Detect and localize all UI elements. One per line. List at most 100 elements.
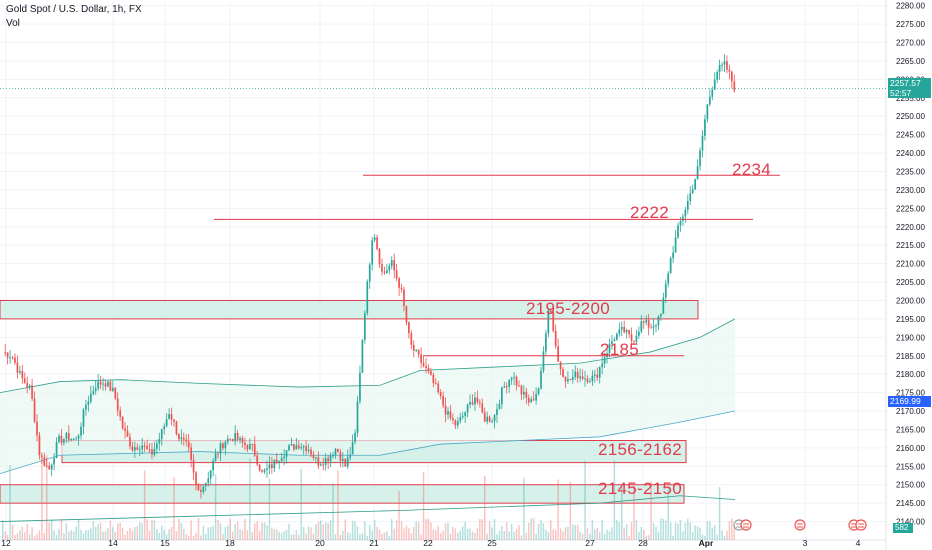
candle-body-188 bbox=[461, 415, 464, 418]
candle-body-137 bbox=[337, 448, 339, 453]
candle-body-219 bbox=[537, 388, 540, 395]
volume-bar-120 bbox=[295, 530, 298, 540]
candle-body-129 bbox=[317, 457, 320, 466]
volume-bar-103 bbox=[254, 523, 256, 540]
candle-body-48 bbox=[119, 410, 122, 417]
candle-body-20 bbox=[50, 464, 53, 470]
candle-body-249 bbox=[611, 341, 613, 344]
volume-bar-159 bbox=[391, 518, 393, 540]
volume-bar-231 bbox=[567, 526, 569, 540]
y-tick-label-23: 2255.00 bbox=[896, 94, 925, 103]
volume-bar-287 bbox=[704, 535, 706, 540]
candle-body-284 bbox=[696, 166, 699, 180]
volume-bar-94 bbox=[231, 531, 234, 540]
volume-bar-27 bbox=[68, 531, 70, 540]
candle-body-87 bbox=[214, 453, 217, 461]
candle-body-151 bbox=[371, 240, 374, 265]
volume-bar-194 bbox=[476, 528, 479, 540]
y-tick-label-19: 2235.00 bbox=[896, 168, 925, 177]
volume-bar-228 bbox=[559, 528, 562, 540]
volume-bar-236 bbox=[579, 531, 581, 540]
candle-body-93 bbox=[229, 438, 232, 440]
volume-bar-256 bbox=[628, 535, 630, 540]
candle-body-90 bbox=[222, 443, 224, 449]
candle-body-122 bbox=[300, 447, 303, 449]
y-tick-label-11: 2195.00 bbox=[896, 315, 925, 324]
x-tick-label-4: 20 bbox=[315, 538, 325, 548]
candle-body-267 bbox=[655, 325, 657, 327]
volume-bar-151 bbox=[371, 530, 373, 540]
candle-body-112 bbox=[275, 459, 278, 463]
volume-bar-92 bbox=[227, 525, 229, 540]
candle-body-223 bbox=[547, 310, 550, 334]
candle-body-52 bbox=[129, 436, 131, 447]
candle-body-253 bbox=[620, 326, 623, 330]
candle-body-256 bbox=[628, 329, 630, 335]
x-tick-label-1: 14 bbox=[108, 538, 118, 548]
volume-bar-11 bbox=[28, 534, 31, 540]
volume-bar-89 bbox=[219, 523, 222, 540]
candle-body-31 bbox=[77, 435, 80, 439]
candle-body-233 bbox=[571, 376, 574, 380]
volume-bar-91 bbox=[224, 526, 227, 540]
volume-bar-60 bbox=[148, 530, 151, 540]
volume-bar-126 bbox=[310, 527, 312, 540]
candle-body-11 bbox=[28, 385, 31, 387]
volume-bar-84 bbox=[207, 527, 209, 540]
candle-body-65 bbox=[160, 429, 163, 440]
candle-body-285 bbox=[699, 150, 701, 167]
candle-body-177 bbox=[434, 383, 437, 385]
candle-body-152 bbox=[373, 237, 376, 241]
candle-body-29 bbox=[72, 438, 75, 440]
volume-bar-78 bbox=[192, 535, 195, 540]
volume-bar-26 bbox=[65, 523, 68, 540]
volume-bar-36 bbox=[90, 528, 92, 540]
volume-bar-143 bbox=[351, 520, 354, 540]
candle-body-231 bbox=[567, 379, 569, 382]
volume-bar-276 bbox=[677, 523, 679, 540]
volume-bar-87 bbox=[214, 474, 217, 540]
volume-bar-259 bbox=[635, 519, 638, 540]
candle-body-157 bbox=[386, 270, 388, 273]
volume-bar-17 bbox=[43, 532, 46, 540]
candle-body-109 bbox=[268, 464, 271, 469]
volume-bar-252 bbox=[618, 522, 621, 540]
volume-bar-140 bbox=[344, 519, 347, 540]
candle-body-161 bbox=[395, 270, 398, 279]
candle-body-130 bbox=[319, 464, 322, 466]
volume-bar-24 bbox=[60, 518, 63, 540]
candle-body-198 bbox=[486, 416, 489, 422]
volume-bar-122 bbox=[300, 468, 302, 540]
volume-bar-266 bbox=[652, 523, 655, 540]
volume-bar-199 bbox=[488, 521, 491, 540]
volume-bar-40 bbox=[99, 522, 102, 540]
candle-body-185 bbox=[454, 420, 457, 426]
volume-bar-240 bbox=[589, 534, 591, 540]
volume-bar-105 bbox=[258, 530, 261, 540]
candle-body-144 bbox=[354, 432, 356, 443]
y-tick-label-15: 2215.00 bbox=[896, 241, 925, 250]
volume-bar-237 bbox=[581, 533, 584, 540]
candle-body-58 bbox=[143, 445, 146, 447]
volume-bar-225 bbox=[552, 529, 554, 540]
volume-bar-187 bbox=[459, 530, 461, 540]
candle-body-207 bbox=[508, 379, 511, 387]
level-label-2222: 2222 bbox=[630, 203, 670, 222]
candle-body-63 bbox=[156, 443, 158, 449]
candle-body-186 bbox=[456, 421, 459, 426]
volume-bar-193 bbox=[474, 532, 476, 540]
x-tick-label-7: 25 bbox=[487, 538, 497, 548]
candle-body-128 bbox=[315, 457, 317, 459]
candle-body-72 bbox=[178, 434, 180, 440]
volume-bar-12 bbox=[31, 527, 33, 540]
y-tick-label-5: 2165.00 bbox=[896, 425, 925, 434]
volume-bar-254 bbox=[623, 527, 625, 540]
candle-body-187 bbox=[459, 417, 462, 422]
candle-body-133 bbox=[327, 458, 329, 462]
candle-body-241 bbox=[591, 375, 594, 382]
volume-bar-192 bbox=[471, 531, 474, 540]
candle-body-118 bbox=[290, 444, 293, 446]
x-tick-label-5: 21 bbox=[369, 538, 379, 548]
candle-body-263 bbox=[645, 320, 648, 323]
